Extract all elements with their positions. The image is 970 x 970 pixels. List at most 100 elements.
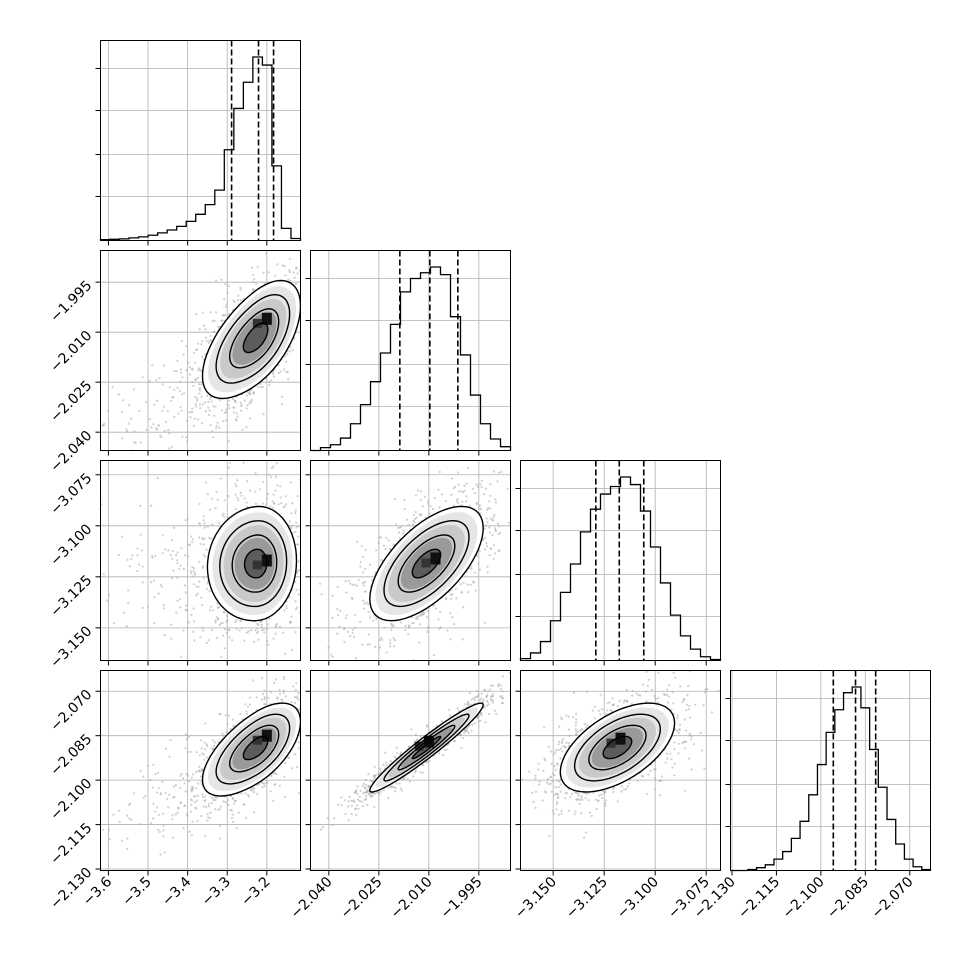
scatter-point [375, 549, 378, 552]
panel-frame [310, 460, 511, 661]
scatter-point [204, 328, 207, 331]
scatter-point [125, 428, 128, 431]
scatter-point [494, 527, 497, 530]
scatter-point [202, 577, 205, 580]
panel-frame [100, 670, 301, 871]
scatter-point [321, 825, 324, 829]
scatter-point [438, 470, 441, 474]
scatter-point [260, 626, 263, 629]
scatter-point [191, 541, 194, 544]
scatter-point [160, 436, 163, 439]
scatter-point [205, 805, 208, 809]
scatter-point [316, 704, 318, 706]
scatter-point [199, 407, 202, 410]
scatter-point [480, 692, 483, 695]
scatter-point [269, 505, 272, 508]
scatter-point [160, 585, 163, 588]
scatter-point [359, 565, 362, 568]
scatter-point [180, 655, 183, 658]
scatter-point [176, 359, 179, 363]
scatter-point [204, 799, 207, 802]
scatter-point [207, 816, 210, 819]
scatter-point [162, 364, 165, 367]
scatter-point [302, 718, 304, 720]
scatter-point [282, 691, 285, 695]
x-tick-label: −3.5 [119, 874, 154, 909]
scatter-point [467, 466, 470, 470]
scatter-point [201, 626, 204, 630]
scatter-point [411, 523, 415, 526]
scatter-point [121, 437, 124, 440]
scatter-point [182, 353, 185, 356]
scatter-point [198, 560, 201, 563]
scatter-point [291, 348, 294, 352]
density-peak [252, 735, 262, 745]
scatter-point [192, 607, 195, 610]
histogram-panel-1 [310, 250, 512, 452]
scatter-point [400, 789, 403, 792]
scatter-point [202, 324, 205, 327]
scatter-point [381, 662, 383, 664]
scatter-point [349, 548, 351, 550]
scatter-point [223, 611, 226, 614]
scatter-point [149, 778, 152, 782]
contour-line [201, 279, 301, 400]
scatter-point [450, 597, 453, 600]
scatter-point [433, 496, 436, 499]
scatter-point [265, 497, 268, 500]
scatter-point [297, 560, 300, 563]
scatter-point [22, 931, 24, 933]
scatter-point [139, 769, 142, 773]
scatter-point [301, 317, 303, 319]
scatter-point [240, 792, 243, 795]
scatter-point [260, 623, 263, 626]
scatter-point [414, 517, 417, 521]
scatter-point [212, 799, 215, 802]
scatter-point [151, 555, 154, 558]
scatter-point [308, 332, 310, 334]
scatter-point [130, 557, 133, 561]
scatter-point [321, 275, 323, 277]
y-tick-label: −2.040 [47, 428, 95, 476]
scatter-point [374, 645, 377, 649]
y-tick-label: −3.100 [47, 521, 95, 569]
histogram-panel-3 [730, 670, 932, 872]
density-peak [261, 729, 272, 742]
scatter-point [308, 715, 310, 717]
scatter-point [205, 336, 208, 339]
scatter-point [393, 498, 397, 501]
scatter-point [220, 655, 223, 658]
scatter-point [338, 625, 341, 628]
scatter-point [382, 789, 385, 792]
scatter-point [302, 336, 304, 338]
scatter-point [473, 492, 477, 495]
y-tick-label: −1.995 [47, 278, 95, 326]
scatter-point [292, 662, 294, 664]
scatter-point [161, 780, 164, 783]
scatter-point [177, 806, 180, 810]
scatter-point [257, 385, 260, 389]
scatter-point [236, 298, 239, 302]
scatter-point [469, 583, 472, 586]
scatter-point [480, 508, 483, 511]
scatter-point [426, 610, 430, 613]
scatter-point [497, 533, 500, 536]
scatter-point [190, 786, 193, 789]
scatter-point [227, 399, 230, 402]
scatter-point [308, 717, 310, 719]
scatter-point [240, 626, 243, 630]
scatter-point [162, 829, 165, 832]
scatter-point [347, 579, 350, 583]
scatter-point [213, 796, 217, 799]
scatter-point [491, 699, 495, 702]
scatter-point [188, 366, 191, 369]
contour-line [206, 505, 298, 622]
scatter-point [439, 626, 442, 629]
scatter-point [486, 521, 489, 524]
scatter-point [266, 493, 270, 496]
scatter-point [303, 292, 305, 294]
scatter-point [209, 334, 212, 337]
scatter-point [292, 271, 295, 274]
scatter-point [213, 744, 216, 747]
scatter-point [449, 714, 452, 717]
